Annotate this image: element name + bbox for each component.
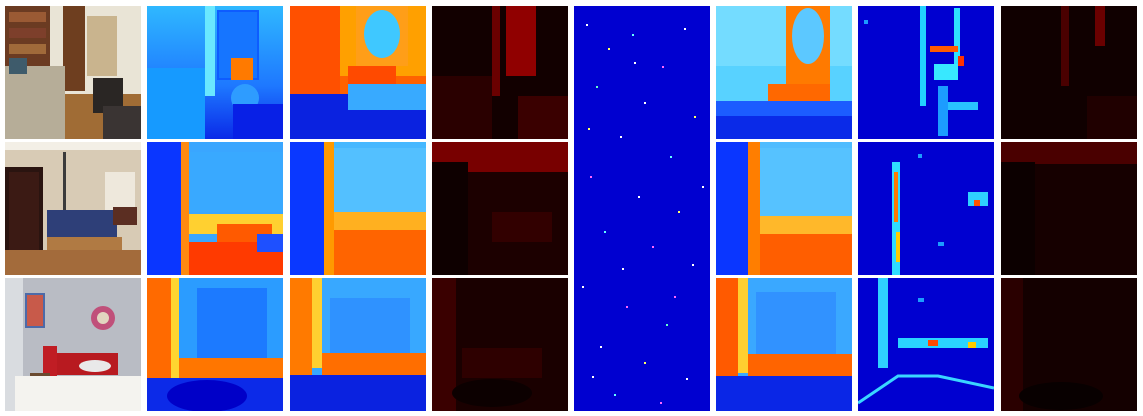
rgb-photo-lounge: [5, 278, 141, 411]
column-sparse-depth-samples: [574, 6, 710, 411]
gt-depth-living-room: [147, 6, 283, 139]
error-map-lounge: [432, 278, 568, 411]
rgb-photo-bedroom: [5, 142, 141, 275]
error-map-bedroom: [432, 142, 568, 275]
refined-depth-bedroom: [716, 142, 852, 275]
pred-depth-living-room: [290, 6, 426, 139]
uncertainty-living-room: [858, 6, 994, 139]
pred-depth-lounge: [290, 278, 426, 411]
refined-error-bedroom: [1001, 142, 1137, 275]
column-uncertainty-map: [858, 6, 994, 411]
sparse-sample-points: [582, 24, 704, 404]
pred-depth-bedroom: [290, 142, 426, 275]
column-refined-error-map: [1001, 6, 1137, 411]
refined-error-lounge: [1001, 278, 1137, 411]
error-map-living-room: [432, 6, 568, 139]
refined-depth-lounge: [716, 278, 852, 411]
refined-depth-living-room: [716, 6, 852, 139]
gt-depth-lounge: [147, 278, 283, 411]
column-predicted-depth: [290, 6, 426, 411]
uncertainty-bedroom: [858, 142, 994, 275]
column-rgb-photo: [5, 6, 141, 411]
gt-depth-bedroom: [147, 142, 283, 275]
uncertainty-lounge: [858, 278, 994, 411]
column-refined-depth: [716, 6, 852, 411]
refined-error-living-room: [1001, 6, 1137, 139]
column-depth-error-map: [432, 6, 568, 411]
rgb-photo-living-room: [5, 6, 141, 139]
column-ground-truth-depth: [147, 6, 283, 411]
